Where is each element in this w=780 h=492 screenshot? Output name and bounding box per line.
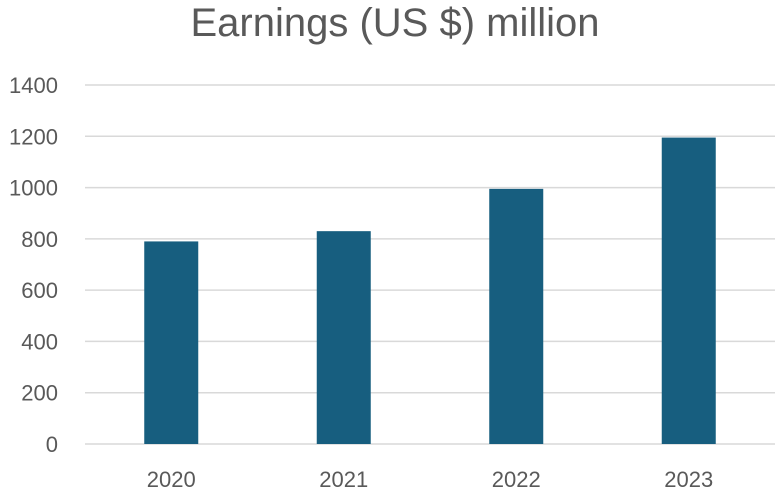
y-axis-ticks: 0 200 400 600 800 1000 1200 1400 — [9, 73, 58, 457]
x-axis-ticks: 2020 2021 2022 2023 — [147, 467, 713, 492]
bar-2022 — [489, 188, 544, 444]
x-tick-label-2020: 2020 — [147, 467, 196, 492]
y-tick-label: 0 — [46, 432, 58, 457]
y-tick-label: 800 — [21, 227, 58, 252]
chart-title: Earnings (US $) million — [190, 1, 600, 45]
x-tick-label-2023: 2023 — [664, 467, 713, 492]
y-tick-label: 600 — [21, 278, 58, 303]
bar-2023 — [661, 137, 716, 444]
y-tick-label: 1200 — [9, 124, 58, 149]
x-tick-label-2021: 2021 — [319, 467, 368, 492]
y-tick-label: 400 — [21, 329, 58, 354]
bar-2020 — [144, 241, 199, 444]
y-tick-label: 1400 — [9, 73, 58, 98]
bar-2021 — [316, 231, 371, 444]
x-tick-label-2022: 2022 — [492, 467, 541, 492]
gridlines — [85, 84, 775, 445]
bars — [144, 137, 716, 444]
y-tick-label: 1000 — [9, 176, 58, 201]
y-tick-label: 200 — [21, 381, 58, 406]
